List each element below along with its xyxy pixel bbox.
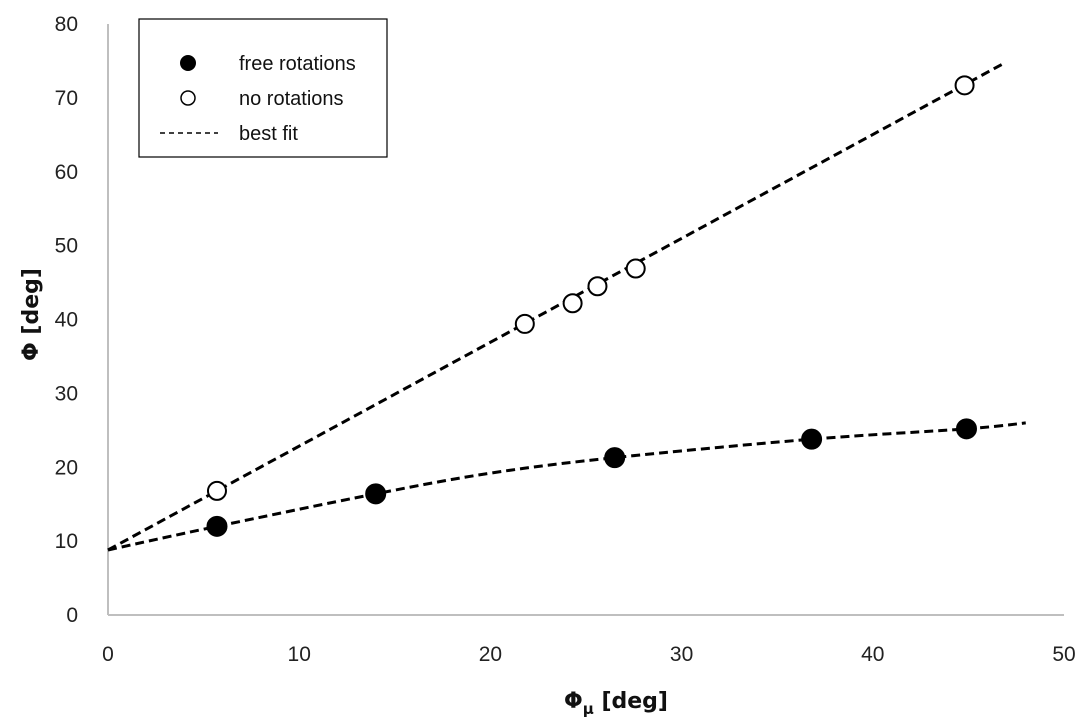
tick-labels: 0 10 20 30 40 50 0 10 20 30 40 50 60 70 80 [55,13,1076,666]
point-free-rotations [604,447,626,469]
legend-box [138,18,388,158]
point-no-rotations [954,75,975,96]
point-no-rotations [587,276,608,297]
legend-label-no-rotations: no rotations [239,88,344,110]
legend-label-free-rotations: free rotations [239,53,356,75]
legend-marker-free-rotations [180,55,196,71]
y-tick-label: 50 [55,235,78,258]
point-free-rotations [206,515,228,537]
y-tick-label: 40 [55,309,78,332]
y-tick-label: 70 [55,87,78,110]
y-tick-label: 80 [55,13,78,36]
x-axis-title-unit: [deg] [594,689,668,714]
x-tick-label: 50 [1052,643,1075,666]
y-tick-label: 30 [55,382,78,405]
x-tick-label: 30 [670,643,693,666]
x-tick-label: 20 [479,643,502,666]
x-axis-title: Φμ [deg] [564,689,668,718]
x-axis-title-main: Φ [564,689,583,714]
point-no-rotations [625,258,646,279]
point-no-rotations [514,313,535,334]
y-tick-label: 20 [55,456,78,479]
x-tick-label: 0 [102,643,114,666]
x-axis-title-sub: μ [583,700,594,718]
point-free-rotations [955,418,977,440]
point-no-rotations [562,293,583,314]
legend: free rotations no rotations best fit [138,18,388,158]
legend-marker-no-rotations [180,90,196,106]
y-tick-label: 0 [66,604,78,627]
best-fit-line-free-rotations [107,421,1026,552]
point-free-rotations [365,483,387,505]
legend-label-best-fit: best fit [239,123,298,145]
x-tick-label: 10 [288,643,311,666]
axes [107,24,1064,616]
point-free-rotations [801,428,823,450]
x-tick-label: 40 [861,643,884,666]
data-points [206,75,977,537]
fit-lines [107,62,1026,552]
best-fit-line-no-rotations [107,62,1004,552]
y-axis-title: Φ [deg] [19,268,44,361]
y-tick-label: 10 [55,530,78,553]
point-no-rotations [206,480,227,501]
y-tick-label: 60 [55,161,78,184]
